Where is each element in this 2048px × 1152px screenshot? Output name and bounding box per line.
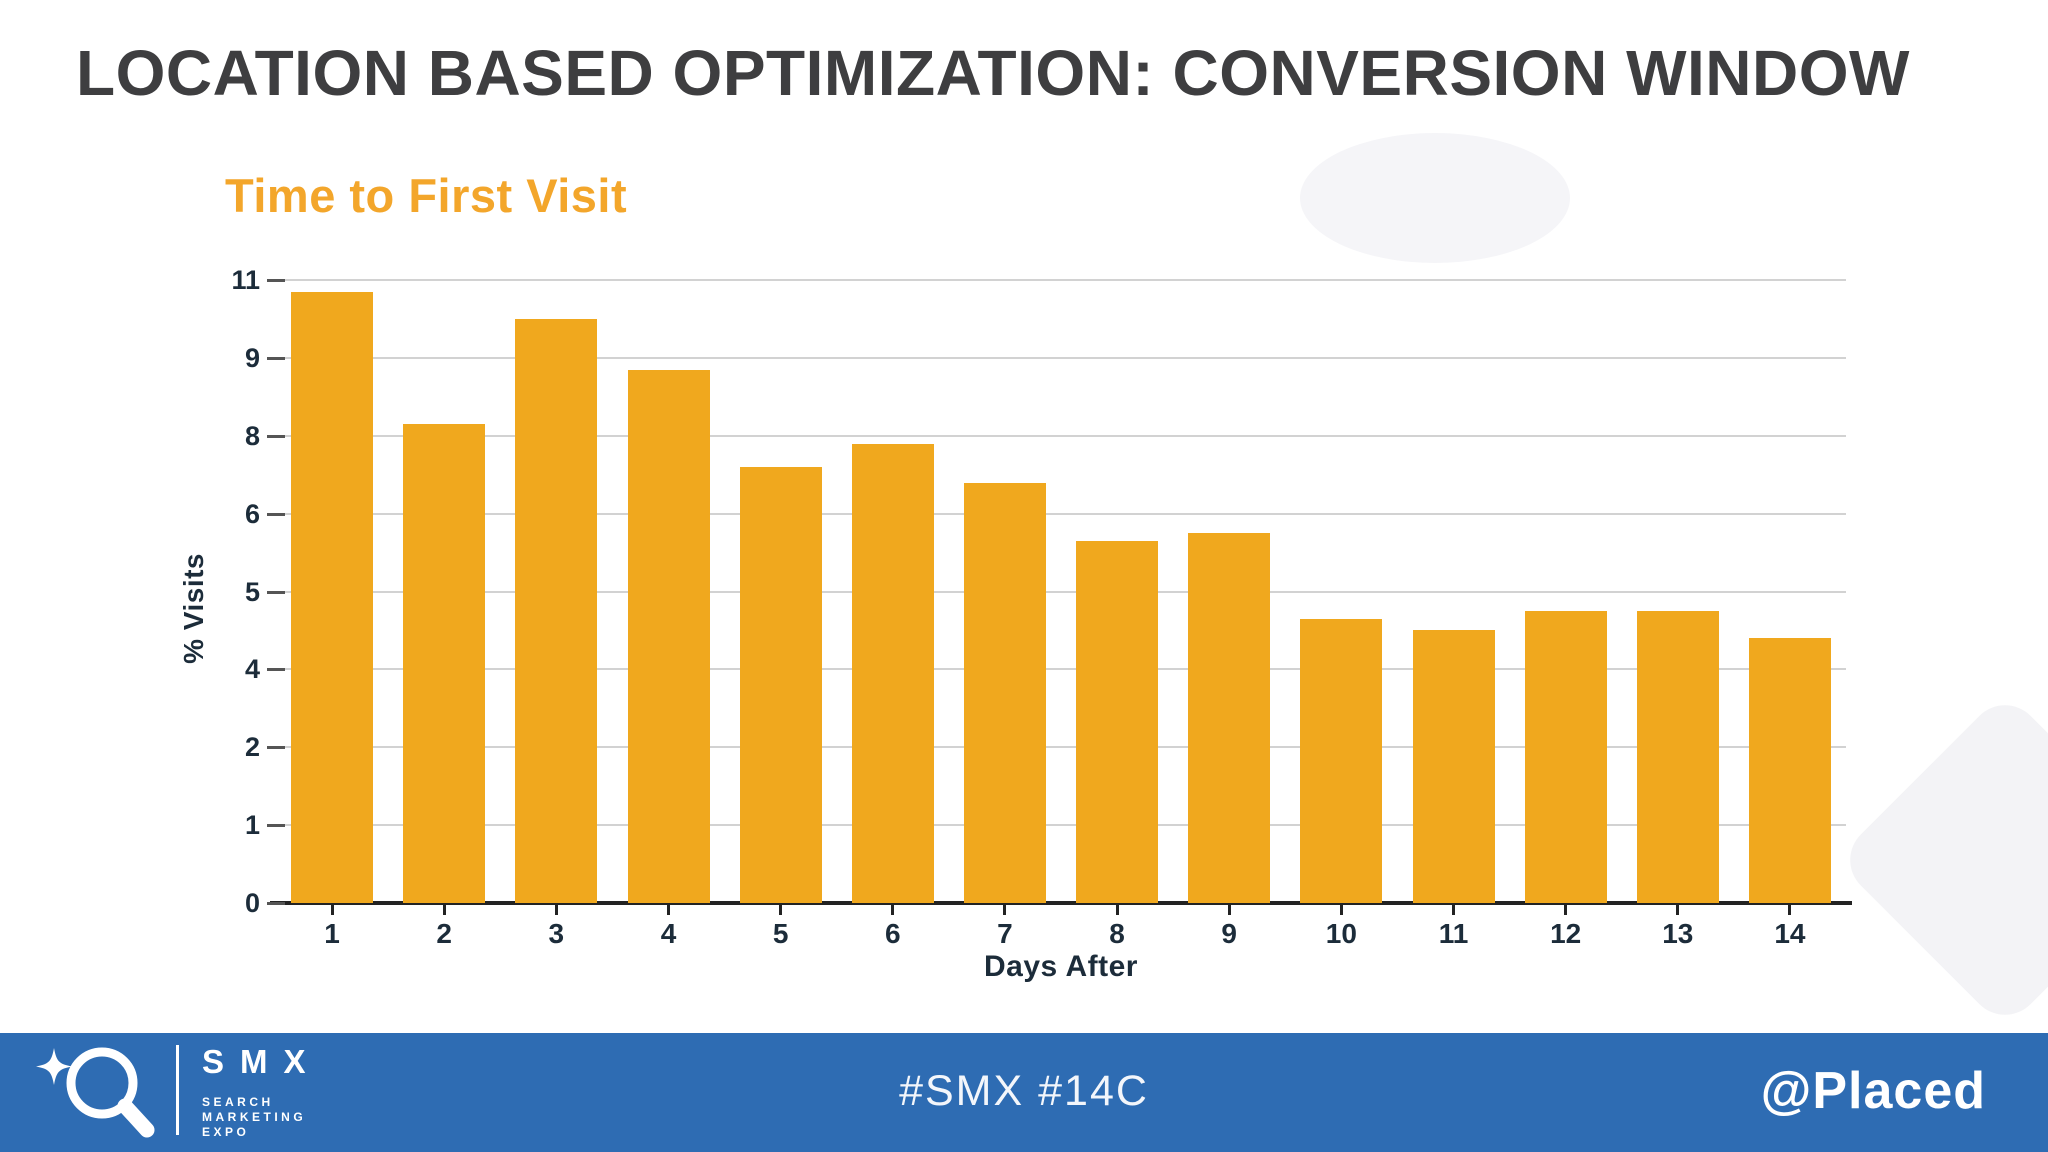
bar-day-14 <box>1748 638 1831 903</box>
x-axis-label: Days After <box>984 950 1138 983</box>
y-gridline <box>276 746 1846 749</box>
bar-day-11 <box>1412 630 1495 903</box>
y-tick-label: 4 <box>244 654 260 685</box>
y-gridline <box>276 824 1846 827</box>
x-tick-mark <box>667 905 670 915</box>
x-tick-label: 3 <box>548 918 565 949</box>
x-axis-line <box>270 901 1852 905</box>
y-tick-mark <box>267 279 285 282</box>
smx-brand-text: SMX <box>202 1043 322 1080</box>
slide-title: LOCATION BASED OPTIMIZATION: CONVERSION … <box>76 37 1910 109</box>
x-tick-mark <box>1676 905 1680 915</box>
x-tick-label: 4 <box>660 918 677 949</box>
x-tick-mark <box>442 905 446 915</box>
bar-day-13 <box>1636 611 1719 903</box>
y-tick-label: 5 <box>244 576 260 607</box>
x-tick-mark <box>1227 905 1231 915</box>
background-arc-decoration <box>1300 133 1570 263</box>
x-tick-mark <box>779 905 783 915</box>
twitter-handle: @Placed <box>1760 1062 1986 1120</box>
y-tick-mark <box>267 824 285 828</box>
x-tick-label: 13 <box>1662 918 1694 949</box>
y-tick-label: 9 <box>244 342 260 373</box>
x-tick-label: 7 <box>997 918 1013 949</box>
smx-tagline: SEARCH MARKETING EXPO <box>202 1095 306 1140</box>
footer-bar: SMX SEARCH MARKETING EXPO #SMX #14C @Pla… <box>0 1033 2048 1152</box>
y-gridline <box>276 356 1846 359</box>
x-tick-mark <box>1564 905 1568 915</box>
y-tick-label: 11 <box>231 265 260 295</box>
y-tick-mark <box>267 746 285 750</box>
y-gridline <box>276 434 1846 437</box>
x-tick-mark <box>1339 905 1343 915</box>
bar-day-8 <box>1076 540 1159 903</box>
x-tick-label: 8 <box>1109 918 1125 949</box>
x-tick-mark <box>1788 905 1792 915</box>
bar-day-10 <box>1300 618 1383 903</box>
magnifier-sparkle-icon <box>36 1047 155 1138</box>
footer-divider <box>176 1045 179 1135</box>
smx-tagline-line: MARKETING <box>202 1110 307 1124</box>
x-tick-label: 10 <box>1325 918 1357 949</box>
x-tick-label: 14 <box>1774 918 1806 949</box>
smx-tagline-line: SEARCH <box>202 1095 274 1109</box>
y-axis-label: % Visits <box>178 553 209 664</box>
smx-tagline-line: EXPO <box>202 1125 250 1139</box>
y-tick-mark <box>267 902 285 905</box>
y-tick-mark <box>267 356 285 360</box>
y-gridline <box>276 512 1846 515</box>
bar-day-12 <box>1524 611 1607 903</box>
bar-day-3 <box>515 318 598 903</box>
x-tick-mark <box>554 905 558 915</box>
bar-day-7 <box>963 482 1046 903</box>
y-tick-label: 1 <box>244 810 260 841</box>
y-tick-label: 0 <box>244 888 260 918</box>
x-tick-mark <box>891 905 895 915</box>
x-tick-label: 2 <box>436 918 452 949</box>
x-tick-mark <box>1452 905 1455 915</box>
y-tick-mark <box>267 512 285 516</box>
x-tick-label: 9 <box>1221 918 1237 949</box>
bar-day-2 <box>403 424 486 903</box>
bar-day-4 <box>627 369 710 903</box>
bar-day-6 <box>851 443 934 903</box>
x-tick-mark <box>1115 905 1119 915</box>
y-tick-mark <box>267 668 285 672</box>
bar-day-5 <box>739 466 822 903</box>
x-tick-mark <box>330 905 334 915</box>
x-tick-label: 6 <box>884 918 901 949</box>
x-tick-label: 5 <box>772 918 789 949</box>
plot-area: 11 9 8 6 5 4 2 1 0 1 2 3 4 5 6 7 8 9 10 11 12 13 14 <box>231 265 1852 949</box>
background-arrow-decoration <box>1835 690 2048 1030</box>
y-tick-mark <box>267 590 285 594</box>
chart-title: Time to First Visit <box>225 169 628 222</box>
x-tick-label: 1 <box>324 918 340 949</box>
y-tick-mark <box>267 434 285 438</box>
bar-day-9 <box>1188 533 1271 903</box>
y-gridline <box>276 279 1846 281</box>
x-tick-mark <box>1003 905 1007 915</box>
y-tick-label: 8 <box>244 420 260 451</box>
x-tick-label: 12 <box>1550 918 1582 949</box>
y-tick-label: 6 <box>244 498 260 529</box>
x-tick-label: 11 <box>1438 918 1469 949</box>
y-gridline <box>276 668 1846 671</box>
y-gridline <box>276 590 1846 593</box>
event-hashtags: #SMX #14C <box>899 1067 1149 1115</box>
bar-day-1 <box>291 291 374 903</box>
y-tick-label: 2 <box>244 732 260 763</box>
